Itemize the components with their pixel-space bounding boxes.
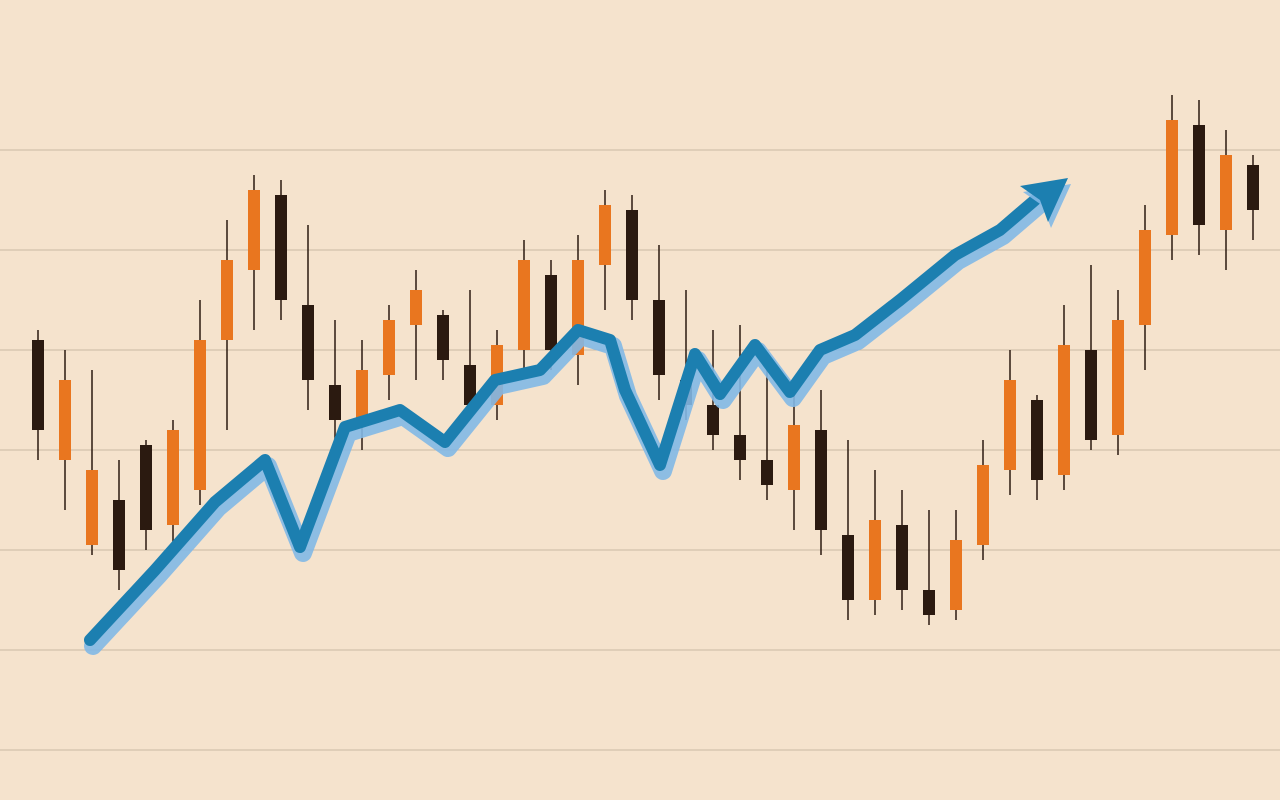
candle-body — [410, 290, 422, 325]
candle-body — [734, 435, 746, 460]
candle-body — [896, 525, 908, 590]
candle-body — [950, 540, 962, 610]
candle-body — [329, 385, 341, 420]
candle-body — [1031, 400, 1043, 480]
candle-body — [842, 535, 854, 600]
candle-body — [32, 340, 44, 430]
candle-body — [113, 500, 125, 570]
candle-body — [626, 210, 638, 300]
candle-body — [869, 520, 881, 600]
candle-body — [599, 205, 611, 265]
candle-body — [1004, 380, 1016, 470]
candle-body — [1220, 155, 1232, 230]
candle-body — [1058, 345, 1070, 475]
candle-body — [1112, 320, 1124, 435]
candle-body — [248, 190, 260, 270]
candle-body — [383, 320, 395, 375]
candle-body — [923, 590, 935, 615]
candle-body — [1193, 125, 1205, 225]
candle-body — [761, 460, 773, 485]
candle-body — [1139, 230, 1151, 325]
candle-body — [275, 195, 287, 300]
candle-body — [140, 445, 152, 530]
candlestick-chart — [0, 0, 1280, 800]
candle-body — [194, 340, 206, 490]
candle-body — [86, 470, 98, 545]
candle-body — [221, 260, 233, 340]
candle-body — [545, 275, 557, 350]
candle-body — [815, 430, 827, 530]
candle-body — [302, 305, 314, 380]
candle-body — [1085, 350, 1097, 440]
candle-body — [707, 405, 719, 435]
candle-body — [653, 300, 665, 375]
candle-body — [518, 260, 530, 350]
candle-body — [59, 380, 71, 460]
candle-body — [977, 465, 989, 545]
candle-body — [167, 430, 179, 525]
candle-body — [788, 425, 800, 490]
candle-body — [1166, 120, 1178, 235]
candle-body — [1247, 165, 1259, 210]
candle-body — [437, 315, 449, 360]
